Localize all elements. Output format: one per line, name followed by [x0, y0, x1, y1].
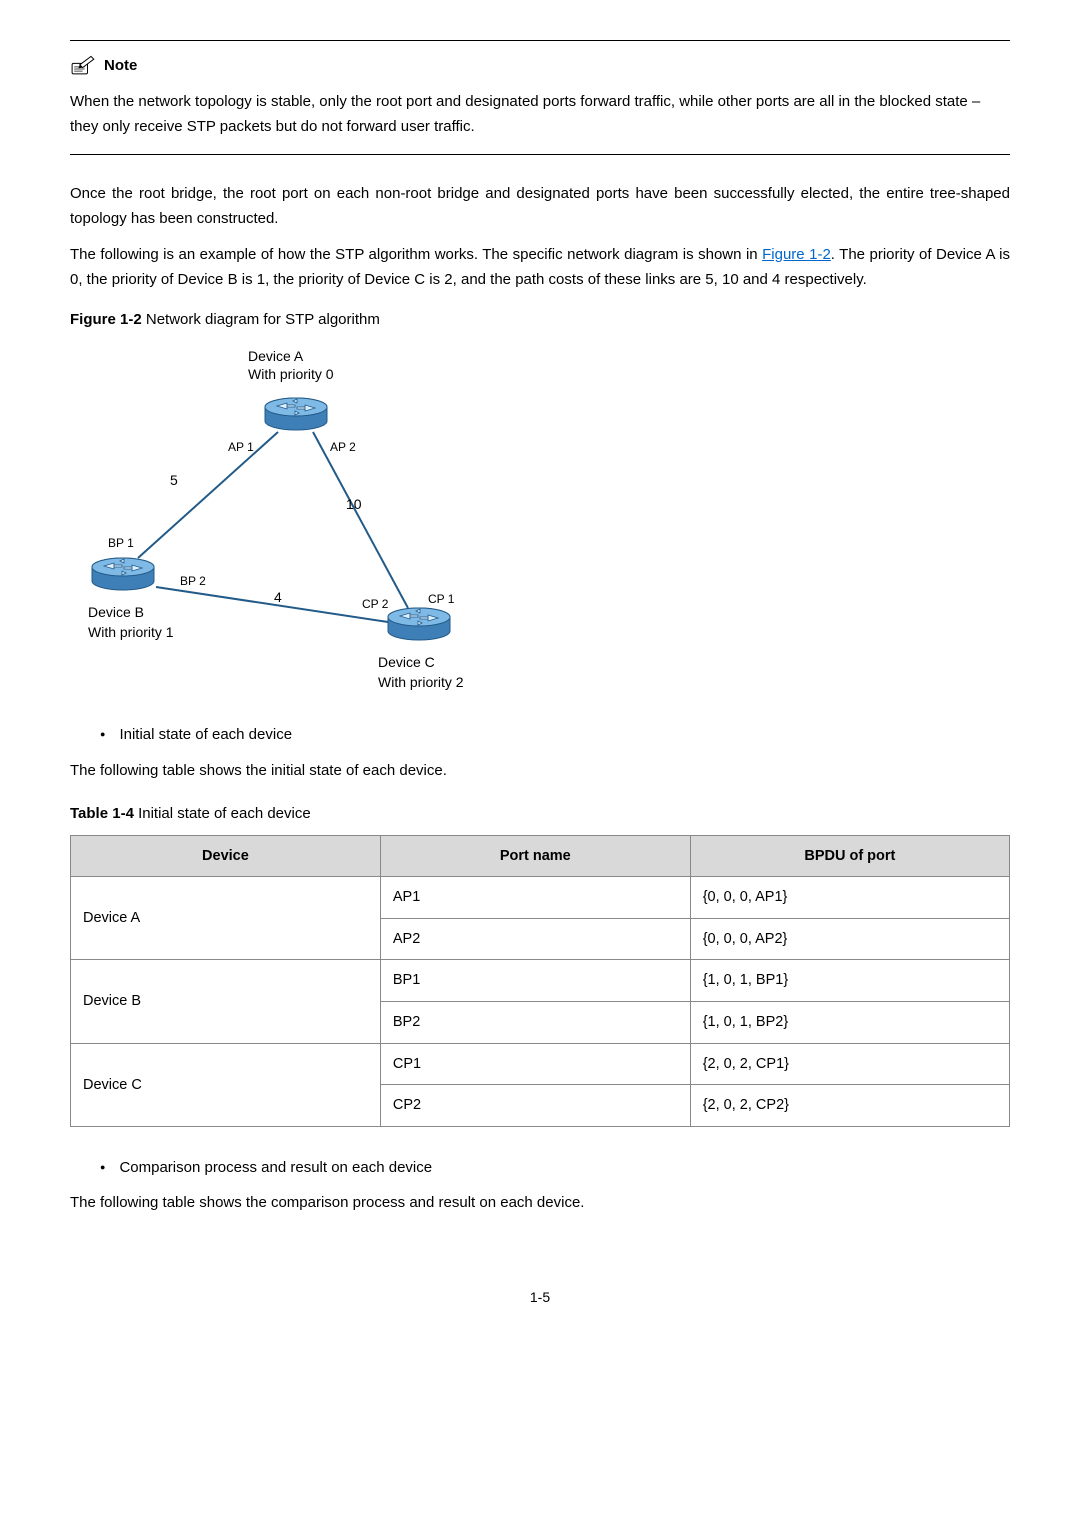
table-label: Table 1-4 [70, 805, 134, 822]
label-w5: 5 [170, 472, 178, 490]
label-device-b: Device B [88, 604, 144, 622]
table-row: Device CCP1{2, 0, 2, CP1} [71, 1043, 1010, 1085]
th-bpdu: BPDU of port [690, 835, 1009, 877]
rule-after-note [70, 154, 1010, 155]
para-initial-state: The following table shows the initial st… [70, 758, 1010, 784]
cell-port: CP2 [380, 1085, 690, 1127]
bullet-initial-state: Initial state of each device [100, 722, 1010, 748]
page-number: 1-5 [70, 1286, 1010, 1310]
label-w4: 4 [274, 589, 282, 607]
cell-bpdu: {2, 0, 2, CP2} [690, 1085, 1009, 1127]
bullet-list-1: Initial state of each device [70, 722, 1010, 748]
table-row: Device AAP1{0, 0, 0, AP1} [71, 877, 1010, 919]
cell-bpdu: {1, 0, 1, BP2} [690, 1002, 1009, 1044]
figure-caption: Network diagram for STP algorithm [146, 311, 380, 328]
cell-device: Device C [71, 1043, 381, 1126]
para-comparison: The following table shows the comparison… [70, 1190, 1010, 1216]
cell-device: Device A [71, 877, 381, 960]
label-device-b-prio: With priority 1 [88, 624, 174, 642]
cell-port: AP1 [380, 877, 690, 919]
para-rootbridge: Once the root bridge, the root port on e… [70, 181, 1010, 232]
label-device-c: Device C [378, 654, 435, 672]
cell-port: CP1 [380, 1043, 690, 1085]
cell-port: BP2 [380, 1002, 690, 1044]
label-device-c-prio: With priority 2 [378, 674, 464, 692]
cell-bpdu: {1, 0, 1, BP1} [690, 960, 1009, 1002]
label-device-a-prio: With priority 0 [248, 366, 334, 384]
router-b-icon [90, 557, 156, 593]
figure-link[interactable]: Figure 1-2 [762, 246, 831, 263]
router-c-icon [386, 607, 452, 643]
label-ap1: AP 1 [228, 440, 254, 455]
cell-bpdu: {0, 0, 0, AP1} [690, 877, 1009, 919]
para2a: The following is an example of how the S… [70, 246, 762, 263]
note-text: When the network topology is stable, onl… [70, 89, 1010, 140]
para-example: The following is an example of how the S… [70, 242, 1010, 293]
line-ab [138, 432, 278, 558]
label-w10: 10 [346, 496, 362, 514]
cell-device: Device B [71, 960, 381, 1043]
table-body: Device AAP1{0, 0, 0, AP1}AP2{0, 0, 0, AP… [71, 877, 1010, 1127]
label-ap2: AP 2 [330, 440, 356, 455]
label-bp1: BP 1 [108, 536, 134, 551]
stp-diagram: Device A With priority 0 AP 1 AP 2 5 10 … [88, 342, 548, 702]
bullet-list-2: Comparison process and result on each de… [70, 1155, 1010, 1181]
label-device-a: Device A [248, 348, 303, 366]
router-a-icon [263, 397, 329, 433]
initial-state-table: Device Port name BPDU of port Device AAP… [70, 835, 1010, 1127]
table-header-row: Device Port name BPDU of port [71, 835, 1010, 877]
line-bc [156, 587, 388, 622]
table-caption: Initial state of each device [138, 805, 311, 822]
line-ac [313, 432, 408, 608]
figure-label: Figure 1-2 [70, 311, 142, 328]
diagram-lines [88, 342, 548, 702]
label-cp1: CP 1 [428, 592, 454, 607]
th-port: Port name [380, 835, 690, 877]
th-device: Device [71, 835, 381, 877]
note-row: Note [70, 53, 1010, 79]
cell-port: AP2 [380, 918, 690, 960]
note-label: Note [104, 53, 137, 79]
figure-title: Figure 1-2 Network diagram for STP algor… [70, 307, 1010, 333]
table-title: Table 1-4 Initial state of each device [70, 801, 1010, 827]
label-bp2: BP 2 [180, 574, 206, 589]
table-row: Device BBP1{1, 0, 1, BP1} [71, 960, 1010, 1002]
cell-port: BP1 [380, 960, 690, 1002]
rule-top [70, 40, 1010, 41]
pencil-note-icon [70, 55, 98, 77]
cell-bpdu: {2, 0, 2, CP1} [690, 1043, 1009, 1085]
bullet-comparison: Comparison process and result on each de… [100, 1155, 1010, 1181]
label-cp2: CP 2 [362, 597, 388, 612]
cell-bpdu: {0, 0, 0, AP2} [690, 918, 1009, 960]
